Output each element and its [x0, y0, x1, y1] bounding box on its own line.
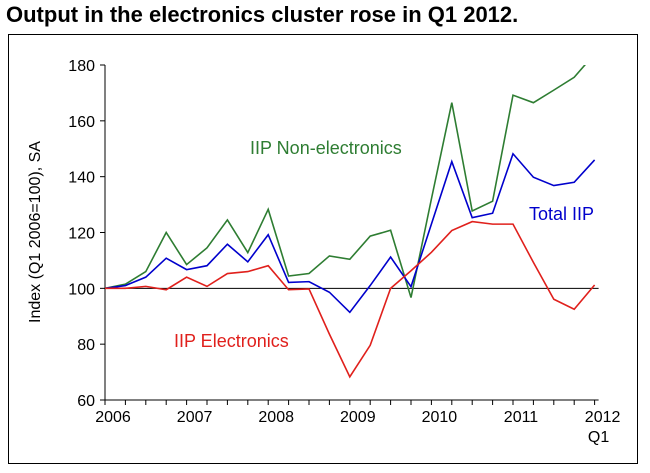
- chart-title: Output in the electronics cluster rose i…: [6, 2, 519, 27]
- series-label-electronics: IIP Electronics: [174, 331, 289, 351]
- x-tick-label: 2010: [422, 409, 458, 426]
- y-tick-label: 140: [68, 170, 95, 187]
- series-line-iip-non-electronics: [105, 65, 586, 298]
- x-tick-label: 2006: [95, 409, 131, 426]
- x-tick-label: 2011: [504, 409, 539, 426]
- y-tick-label: 60: [77, 393, 95, 410]
- y-tick-label: 180: [68, 58, 95, 75]
- y-tick-label: 100: [68, 281, 95, 298]
- series-line-iip-electronics: [105, 220, 596, 379]
- x-tick-sublabel: Q1: [588, 429, 609, 446]
- x-tick-label: 2008: [258, 409, 294, 426]
- series-label-non-electronics: IIP Non-electronics: [250, 138, 402, 158]
- y-axis-label: Index (Q1 2006=100), SA: [27, 141, 44, 323]
- series-label-total-iip: Total IIP: [529, 204, 594, 224]
- x-tick-label: 2007: [177, 409, 213, 426]
- x-tick-label: 2012: [585, 409, 621, 426]
- y-tick-label: 80: [77, 337, 95, 354]
- x-tick-label: 2009: [340, 409, 376, 426]
- y-tick-label: 160: [68, 114, 95, 131]
- y-tick-label: 120: [68, 226, 95, 243]
- chart-frame: [8, 34, 638, 464]
